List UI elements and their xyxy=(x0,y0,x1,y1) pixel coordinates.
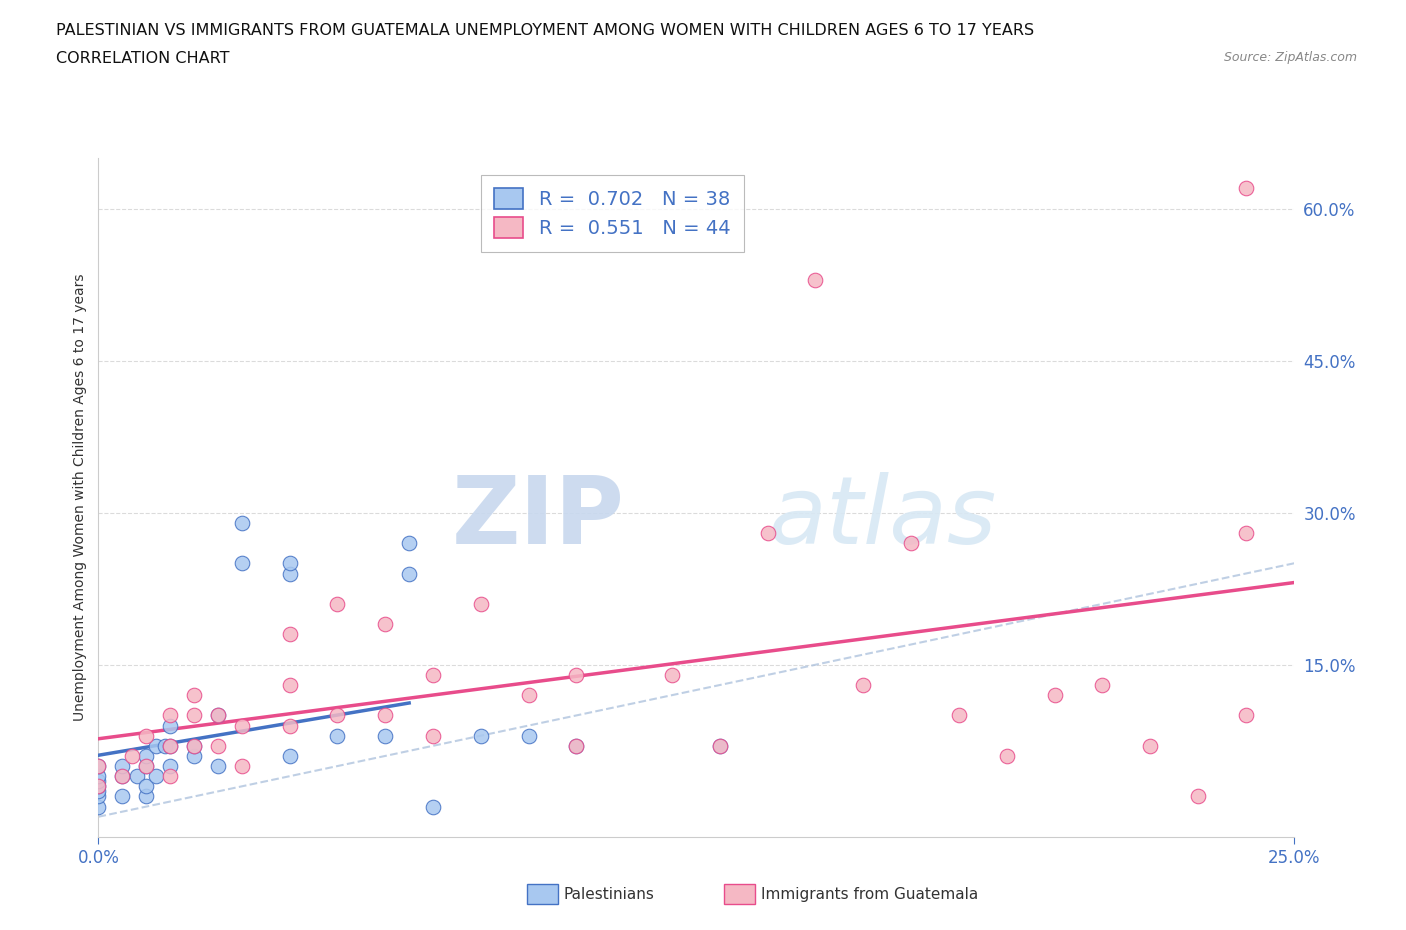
Point xyxy=(278,566,301,581)
Point xyxy=(422,799,444,814)
Point xyxy=(135,789,157,804)
Point xyxy=(155,738,177,753)
Point xyxy=(207,708,229,723)
Point xyxy=(183,738,205,753)
Point xyxy=(1139,738,1161,753)
Point xyxy=(87,759,110,774)
Point xyxy=(804,272,827,287)
Point xyxy=(231,718,253,733)
Point xyxy=(1234,708,1257,723)
Point xyxy=(87,769,110,784)
Point xyxy=(398,566,420,581)
Point xyxy=(135,779,157,794)
Point xyxy=(87,759,110,774)
Point xyxy=(159,708,181,723)
Text: atlas: atlas xyxy=(768,472,995,564)
Point xyxy=(470,728,492,743)
Point xyxy=(111,789,134,804)
Point xyxy=(470,596,492,611)
Point xyxy=(207,738,229,753)
Point xyxy=(159,759,181,774)
Point xyxy=(326,728,349,743)
Point xyxy=(87,779,110,794)
Point xyxy=(948,708,970,723)
Point xyxy=(517,728,540,743)
Point xyxy=(1043,687,1066,702)
Point xyxy=(207,708,229,723)
Point xyxy=(1234,181,1257,196)
Point xyxy=(231,759,253,774)
Point xyxy=(374,728,396,743)
Text: Immigrants from Guatemala: Immigrants from Guatemala xyxy=(761,887,979,902)
Point xyxy=(87,779,110,794)
Point xyxy=(1234,525,1257,540)
Point xyxy=(183,708,205,723)
Point xyxy=(111,769,134,784)
Point xyxy=(852,678,875,693)
Text: CORRELATION CHART: CORRELATION CHART xyxy=(56,51,229,66)
Point xyxy=(1187,789,1209,804)
Point xyxy=(278,678,301,693)
Point xyxy=(135,728,157,743)
Legend: R =  0.702   N = 38, R =  0.551   N = 44: R = 0.702 N = 38, R = 0.551 N = 44 xyxy=(481,175,744,252)
Y-axis label: Unemployment Among Women with Children Ages 6 to 17 years: Unemployment Among Women with Children A… xyxy=(73,273,87,722)
Point xyxy=(135,759,157,774)
Point xyxy=(422,728,444,743)
Point xyxy=(374,617,396,631)
Point xyxy=(278,556,301,571)
Point xyxy=(374,708,396,723)
Point xyxy=(565,738,588,753)
Point xyxy=(231,515,253,530)
Point xyxy=(517,687,540,702)
Point xyxy=(111,769,134,784)
Point xyxy=(135,759,157,774)
Point xyxy=(87,799,110,814)
Point xyxy=(145,769,167,784)
Point xyxy=(231,556,253,571)
Point xyxy=(183,749,205,764)
Point xyxy=(422,668,444,683)
Point xyxy=(278,627,301,642)
Point xyxy=(326,708,349,723)
Text: Palestinians: Palestinians xyxy=(564,887,655,902)
Point xyxy=(1091,678,1114,693)
Text: ZIP: ZIP xyxy=(451,472,624,564)
Point xyxy=(278,749,301,764)
Point xyxy=(278,718,301,733)
Point xyxy=(159,738,181,753)
Point xyxy=(87,774,110,789)
Point xyxy=(709,738,731,753)
Point xyxy=(661,668,683,683)
Point xyxy=(565,738,588,753)
Point xyxy=(159,738,181,753)
Point xyxy=(183,738,205,753)
Point xyxy=(756,525,779,540)
Point xyxy=(159,769,181,784)
Point xyxy=(135,749,157,764)
Point xyxy=(565,668,588,683)
Point xyxy=(159,718,181,733)
Point xyxy=(121,749,143,764)
Point xyxy=(111,759,134,774)
Point xyxy=(87,784,110,799)
Point xyxy=(183,687,205,702)
Point xyxy=(326,596,349,611)
Text: Source: ZipAtlas.com: Source: ZipAtlas.com xyxy=(1223,51,1357,64)
Point xyxy=(398,536,420,551)
Point xyxy=(207,759,229,774)
Point xyxy=(87,789,110,804)
Point xyxy=(125,769,148,784)
Point xyxy=(900,536,922,551)
Point xyxy=(995,749,1018,764)
Point xyxy=(145,738,167,753)
Point xyxy=(709,738,731,753)
Text: PALESTINIAN VS IMMIGRANTS FROM GUATEMALA UNEMPLOYMENT AMONG WOMEN WITH CHILDREN : PALESTINIAN VS IMMIGRANTS FROM GUATEMALA… xyxy=(56,23,1035,38)
